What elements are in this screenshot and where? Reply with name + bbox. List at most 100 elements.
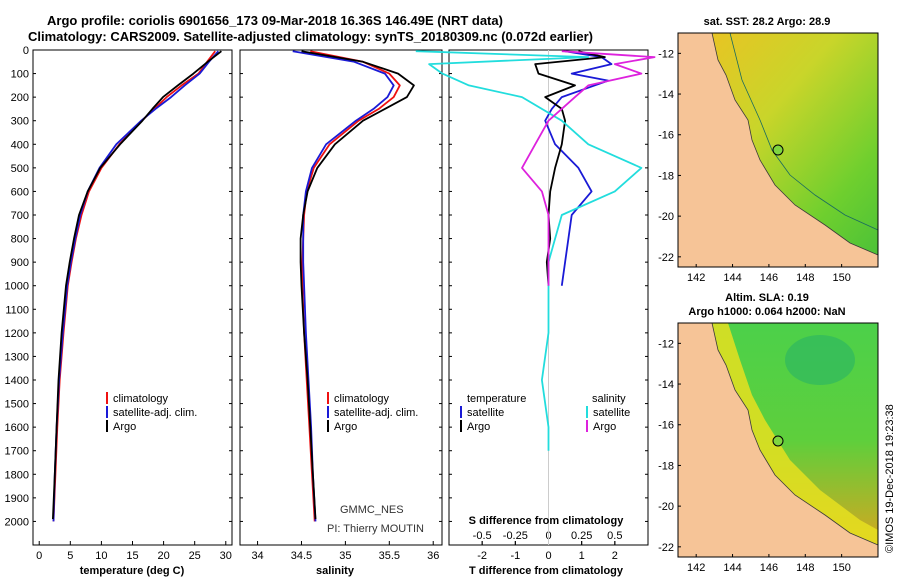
sla-map-title-1: Altim. SLA: 0.19 (725, 292, 809, 304)
salinity-plot-frame (239, 49, 443, 546)
depth-tick-label: 1500 (5, 399, 29, 411)
depth-tick-label: 1800 (5, 469, 29, 481)
x-tick-label: 10 (95, 550, 107, 562)
lon-tick-label: 148 (796, 562, 814, 574)
x-tick-label: 2 (612, 550, 618, 562)
depth-tick-label: 1300 (5, 351, 29, 363)
salinity-series (292, 50, 415, 522)
legend-s-argo: Argo (593, 421, 616, 433)
sla-map (677, 322, 879, 558)
temperature-plot-frame (32, 49, 233, 546)
x-tick-label: -0.5 (473, 530, 492, 542)
sst-map-shelf-contour (729, 32, 879, 231)
lon-tick-label: 144 (723, 272, 741, 284)
sla-map-title-2: Argo h1000: 0.064 h2000: NaN (688, 306, 845, 318)
difference-x-axis: -2 -1 0 1 2 (477, 541, 618, 562)
depth-tick-label: 1700 (5, 446, 29, 458)
lat-tick-label: -12 (658, 48, 674, 60)
legend-climatology: climatology (334, 393, 390, 405)
sst-map-title: sat. SST: 28.2 Argo: 28.9 (704, 16, 831, 28)
legend-t-satellite: satellite (467, 407, 504, 419)
title-line-1: Argo profile: coriolis 6901656_173 09-Ma… (47, 13, 503, 28)
depth-tick-label: 1900 (5, 493, 29, 505)
difference-salinity-legend: salinity satellite Argo (586, 393, 630, 433)
sst-map (677, 32, 879, 268)
x-tick-label: 15 (126, 550, 138, 562)
x-tick-label: 34.5 (291, 550, 312, 562)
legend-s-satellite: satellite (593, 407, 630, 419)
x-tick-label: -0.25 (503, 530, 528, 542)
lon-tick-label: 144 (723, 562, 741, 574)
series-line-temperature-argo (534, 50, 606, 286)
difference-temperature-legend: temperature satellite Argo (460, 393, 526, 433)
series-line-argo (52, 50, 222, 520)
salinity-x-axis: 34 34.5 35 35.5 36 (251, 541, 439, 562)
depth-tick-label: 800 (11, 234, 29, 246)
x-tick-label: -1 (510, 550, 520, 562)
legend-satellite: satellite-adj. clim. (334, 407, 418, 419)
lon-tick-label: 146 (760, 272, 778, 284)
temperature-legend: climatology satellite-adj. clim. Argo (106, 392, 197, 433)
depth-tick-label: 1100 (5, 304, 29, 316)
depth-tick-label: 1400 (5, 375, 29, 387)
sst-map-coastline (711, 32, 879, 256)
depth-tick-label: 2000 (5, 516, 29, 528)
lat-tick-label: -14 (658, 379, 674, 391)
legend-satellite: satellite-adj. clim. (113, 407, 197, 419)
lon-tick-label: 142 (687, 272, 705, 284)
x-tick-label: 36 (427, 550, 439, 562)
depth-tick-label: 900 (11, 257, 29, 269)
temperature-xlabel: temperature (deg C) (80, 565, 185, 577)
x-tick-label: -2 (477, 550, 487, 562)
x-tick-label: 5 (67, 550, 73, 562)
depth-axis: 0 100 200 300 400 500 600 700 800 900 1000 1100 1200… (5, 45, 648, 528)
x-tick-label: 20 (157, 550, 169, 562)
lon-tick-label: 148 (796, 272, 814, 284)
lat-tick-label: -18 (658, 170, 674, 182)
series-line-climatology (52, 50, 216, 522)
series-line-satellite-adj-clim- (292, 50, 395, 522)
sst-map-argo-position (772, 144, 784, 156)
difference-xlabel: T difference from climatology (469, 565, 624, 577)
x-tick-label: 1 (579, 550, 585, 562)
lon-tick-label: 146 (760, 562, 778, 574)
difference-series (415, 50, 656, 451)
depth-tick-label: 0 (23, 45, 29, 57)
x-tick-label: 35 (339, 550, 351, 562)
series-line-climatology (301, 50, 401, 522)
x-tick-label: 0.5 (607, 530, 622, 542)
sla-map-coastline (711, 322, 879, 546)
sst-map-frame (677, 32, 879, 268)
depth-tick-label: 400 (11, 139, 29, 151)
salinity-xlabel: salinity (316, 565, 355, 577)
temperature-series (52, 50, 222, 522)
x-tick-label: 34 (251, 550, 263, 562)
sst-map-land (678, 33, 878, 267)
x-tick-label: 25 (189, 550, 201, 562)
legend-t-argo: Argo (467, 421, 490, 433)
salinity-difference-xlabel: S difference from climatology (469, 515, 625, 527)
sst-map-axes: 142 144 146 148 150 -12 -14 -16 -18 -20 -22 (658, 48, 851, 284)
sla-map-coastal-band (700, 323, 878, 557)
legend-argo: Argo (334, 421, 357, 433)
series-line-temperature-satellite (544, 50, 613, 286)
legend-temperature-title: temperature (467, 393, 526, 405)
lon-tick-label: 150 (832, 562, 850, 574)
lat-tick-label: -18 (658, 460, 674, 472)
depth-tick-label: 700 (11, 210, 29, 222)
annotation-pi: PI: Thierry MOUTIN (327, 523, 424, 535)
lat-tick-label: -16 (658, 420, 674, 432)
lat-tick-label: -20 (658, 501, 674, 513)
x-tick-label: 0 (36, 550, 42, 562)
lat-tick-label: -20 (658, 211, 674, 223)
sla-map-argo-position (772, 435, 784, 447)
annotation-gmmc: GMMC_NES (340, 504, 404, 516)
depth-tick-label: 1000 (5, 281, 29, 293)
imos-credit: ©IMOS 19-Dec-2018 19:23:38 (884, 404, 896, 553)
x-tick-label: 0.25 (571, 530, 592, 542)
depth-tick-label: 100 (11, 69, 29, 81)
depth-tick-label: 1600 (5, 422, 29, 434)
sla-map-eddy (785, 335, 855, 385)
